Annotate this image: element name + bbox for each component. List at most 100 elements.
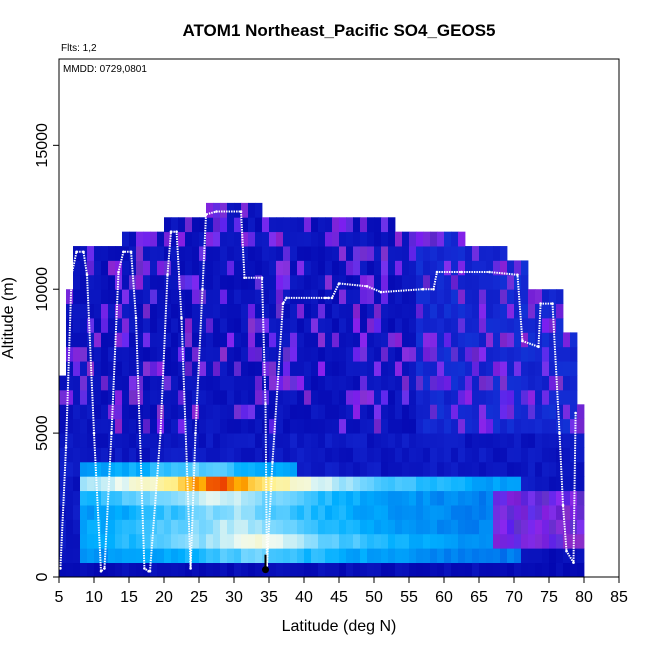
heatmap-cell [297, 562, 305, 577]
heatmap-cell [297, 231, 305, 247]
heatmap-cell [115, 246, 123, 261]
heatmap-cell [262, 289, 270, 305]
heatmap-cell [563, 447, 571, 463]
heatmap-cell [577, 433, 585, 448]
heatmap-cell [542, 447, 550, 463]
heatmap-cell [465, 433, 473, 448]
heatmap-cell [213, 533, 221, 549]
heatmap-cell [185, 433, 193, 448]
heatmap-cell [94, 562, 102, 577]
heatmap-cell [416, 562, 424, 577]
heatmap-cell [115, 433, 123, 448]
heatmap-cell [171, 375, 179, 391]
heatmap-cell [535, 476, 543, 492]
heatmap-cell [171, 562, 179, 577]
x-tick-label: 20 [155, 589, 173, 606]
heatmap-cell [269, 318, 277, 333]
heatmap-cell [115, 375, 123, 391]
heatmap-cell [157, 246, 165, 261]
heatmap-cell [115, 404, 123, 420]
heatmap-cell [542, 533, 550, 549]
heatmap-cell [304, 217, 312, 233]
heatmap-cell [451, 519, 459, 535]
heatmap-cell [486, 389, 494, 405]
marker-dot [262, 566, 269, 574]
heatmap-cell [269, 246, 277, 261]
heatmap-cell [388, 461, 396, 477]
heatmap-cell [325, 332, 333, 348]
heatmap-cell [297, 375, 305, 391]
heatmap-cell [220, 332, 228, 348]
heatmap-cell [493, 461, 501, 477]
heatmap-cell [402, 318, 410, 333]
heatmap-cell [192, 303, 200, 319]
heatmap-cell [136, 231, 144, 247]
heatmap-cell [304, 562, 312, 577]
heatmap-cell [227, 246, 235, 261]
heatmap-cell [353, 303, 361, 319]
x-tick-label: 70 [505, 589, 523, 606]
heatmap-cell [535, 289, 543, 305]
heatmap-cell [514, 389, 522, 405]
heatmap-cell [241, 318, 249, 333]
heatmap-cell [444, 562, 452, 577]
heatmap-cell [507, 476, 515, 492]
heatmap-cell [297, 332, 305, 348]
heatmap-cell [220, 562, 228, 577]
heatmap-cell [549, 346, 557, 362]
heatmap-cell [276, 433, 284, 448]
x-axis-label: Latitude (deg N) [282, 618, 397, 635]
heatmap-cell [374, 404, 382, 420]
heatmap-cell [507, 548, 515, 564]
heatmap-cell [171, 389, 179, 405]
heatmap-cell [325, 217, 333, 233]
heatmap-cell [206, 260, 214, 276]
heatmap-cell [80, 476, 88, 492]
heatmap-cell [332, 476, 340, 492]
heatmap-cell [430, 231, 438, 247]
heatmap-cell [66, 519, 74, 535]
heatmap-cell [283, 418, 291, 434]
heatmap-cell [507, 519, 515, 535]
heatmap-cell [290, 404, 298, 420]
heatmap-cell [402, 418, 410, 434]
heatmap-cell [402, 231, 410, 247]
heatmap-cell [157, 274, 165, 290]
heatmap-cell [374, 361, 382, 376]
heatmap-cell [80, 505, 88, 520]
heatmap-cell [570, 346, 578, 362]
heatmap-cell [521, 533, 529, 549]
heatmap-cell [437, 490, 445, 506]
heatmap-cell [311, 389, 319, 405]
heatmap-cell [500, 289, 508, 305]
heatmap-cell [122, 318, 130, 333]
heatmap-cell [276, 533, 284, 549]
heatmap-cell [332, 346, 340, 362]
heatmap-cell [430, 260, 438, 276]
heatmap-cell [416, 447, 424, 463]
heatmap-cell [269, 260, 277, 276]
heatmap-cell [353, 361, 361, 376]
heatmap-cell [388, 519, 396, 535]
heatmap-cell [486, 461, 494, 477]
heatmap-cell [346, 318, 354, 333]
heatmap-cell [150, 418, 158, 434]
heatmap-cell [535, 533, 543, 549]
x-axis: 5 10 15 20 25 30 35 40 45 50 55 60 65 70 75 80 85 [55, 577, 628, 606]
heatmap-cell [472, 361, 480, 376]
heatmap-cell [535, 548, 543, 564]
heatmap-cell [178, 346, 186, 362]
location-marker-layer [262, 554, 269, 574]
heatmap-cell [514, 562, 522, 577]
heatmap-cell [297, 246, 305, 261]
heatmap-cell [185, 404, 193, 420]
heatmap-cell [171, 246, 179, 261]
heatmap-cell [346, 346, 354, 362]
heatmap-cell [423, 418, 431, 434]
heatmap-cell [171, 303, 179, 319]
heatmap-cell [360, 404, 368, 420]
heatmap-cell [528, 490, 536, 506]
heatmap-cell [206, 533, 214, 549]
heatmap-cell [122, 346, 130, 362]
heatmap-cell [283, 274, 291, 290]
